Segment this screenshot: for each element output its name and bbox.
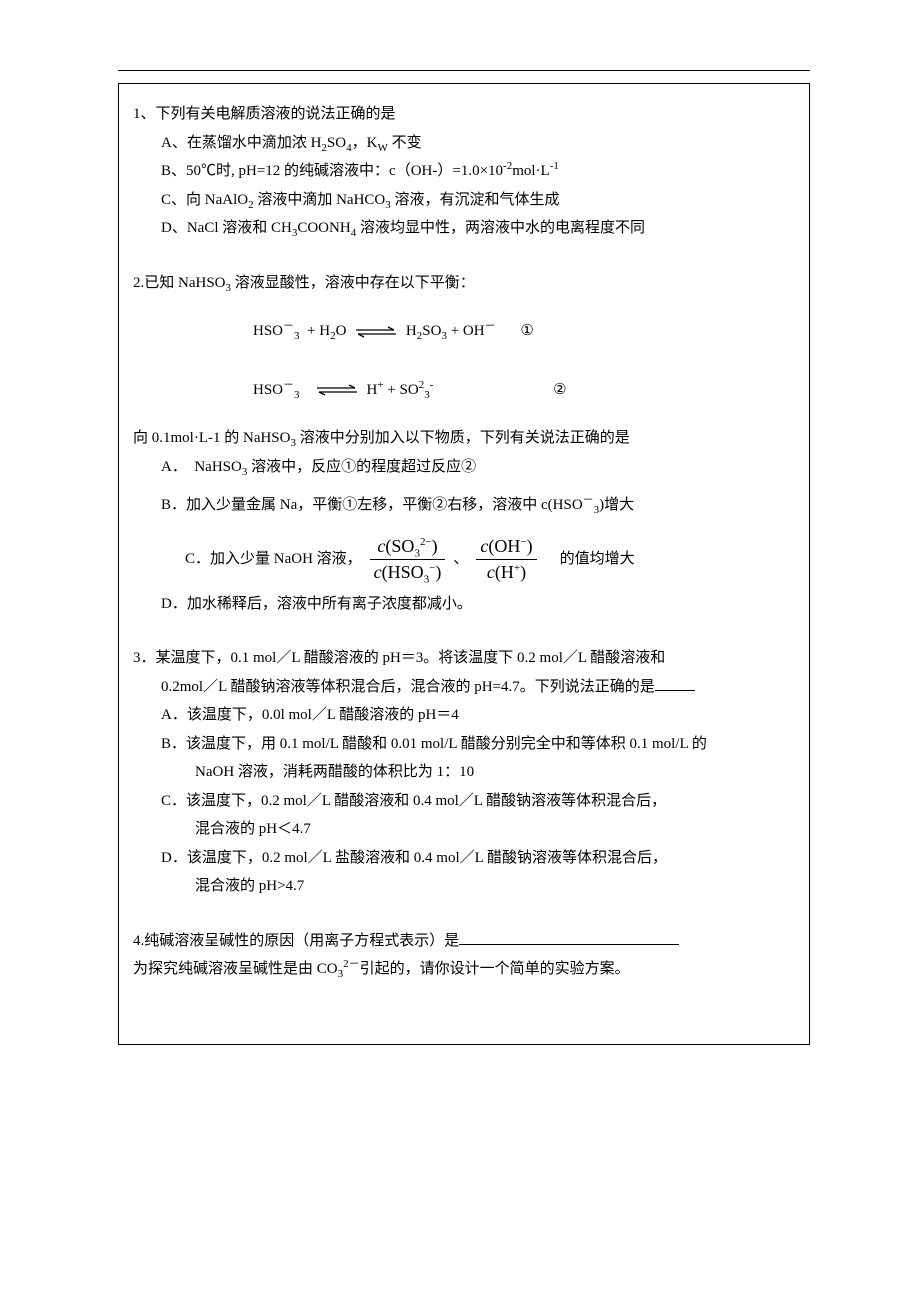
q3-option-b-1: B．该温度下，用 0.1 mol/L 醋酸和 0.01 mol/L 醋酸分别完全… — [133, 730, 795, 759]
equilibrium-arrow-icon — [354, 325, 398, 339]
q2-option-b: B．加入少量金属 Na，平衡①左移，平衡②右移，溶液中 c(HSO－3)增大 — [133, 491, 795, 520]
q3-option-d-1: D．该温度下，0.2 mol／L 盐酸溶液和 0.4 mol／L 醋酸钠溶液等体… — [133, 844, 795, 873]
q2-stem: 2.已知 NaHSO3 溶液显酸性，溶液中存在以下平衡： — [133, 269, 795, 298]
equilibrium-arrow-icon — [315, 383, 359, 397]
q3-option-d-2: 混合液的 pH>4.7 — [133, 872, 795, 901]
q3-option-b-2: NaOH 溶液，消耗两醋酸的体积比为 1：10 — [133, 758, 795, 787]
eq1-rhs: H2SO3 + OH－ — [406, 323, 496, 339]
eq2-rhs: H+ + SO23- — [367, 382, 434, 398]
q2-eq2: HSO－3 H+ + SO23- ② — [133, 376, 795, 405]
q2-eq1: HSO－3 + H2O H2SO3 + OH－ ① — [133, 317, 795, 346]
q3-option-a: A．该温度下，0.0l mol／L 醋酸溶液的 pH＝4 — [133, 701, 795, 730]
q4-blank — [459, 944, 679, 945]
q1-option-d: D、NaCl 溶液和 CH3COONH4 溶液均显中性，两溶液中水的电离程度不同 — [133, 214, 795, 243]
q2-c-prefix: C．加入少量 NaOH 溶液， — [185, 545, 362, 574]
eq2-number: ② — [551, 376, 569, 405]
content-box: 1、下列有关电解质溶液的说法正确的是 A、在蒸馏水中滴加浓 H2SO4，KW 不… — [118, 83, 810, 1045]
q2-option-c: C．加入少量 NaOH 溶液， c(SO32−) c(HSO3−) 、 c(OH… — [133, 534, 795, 586]
q2-option-d: D．加水稀释后，溶液中所有离子浓度都减小。 — [133, 590, 795, 619]
q2-c-sep: 、 — [453, 545, 468, 574]
q2-line2: 向 0.1mol·L-1 的 NaHSO3 溶液中分别加入以下物质，下列有关说法… — [133, 424, 795, 453]
q1-option-b: B、50℃时, pH=12 的纯碱溶液中：c（OH-）=1.0×10-2mol·… — [133, 157, 795, 186]
q1-option-c: C、向 NaAlO2 溶液中滴加 NaHCO3 溶液，有沉淀和气体生成 — [133, 186, 795, 215]
page: 1、下列有关电解质溶液的说法正确的是 A、在蒸馏水中滴加浓 H2SO4，KW 不… — [0, 0, 920, 1302]
q4-line2: 为探究纯碱溶液呈碱性是由 CO32－引起的，请你设计一个简单的实验方案。 — [133, 955, 795, 984]
q4-line1-text: 4.纯碱溶液呈碱性的原因（用离子方程式表示）是 — [133, 933, 459, 949]
q3-stem-2: 0.2mol／L 醋酸钠溶液等体积混合后，混合液的 pH=4.7。下列说法正确的… — [133, 673, 795, 702]
q3-stem-2-text: 0.2mol／L 醋酸钠溶液等体积混合后，混合液的 pH=4.7。下列说法正确的… — [161, 679, 655, 695]
q1-stem: 1、下列有关电解质溶液的说法正确的是 — [133, 100, 795, 129]
q2-c-suffix: 的值均增大 — [545, 545, 635, 574]
fraction-2: c(OH−) c(H+) — [474, 534, 538, 586]
eq1-number: ① — [518, 317, 536, 346]
q4-line1: 4.纯碱溶液呈碱性的原因（用离子方程式表示）是 — [133, 927, 795, 956]
fraction-1: c(SO32−) c(HSO3−) — [368, 534, 448, 586]
top-rule — [118, 70, 810, 71]
q3-stem-1: 3．某温度下，0.1 mol／L 醋酸溶液的 pH＝3。将该温度下 0.2 mo… — [133, 644, 795, 673]
q2-option-a: A． NaHSO3 溶液中，反应①的程度超过反应② — [133, 453, 795, 482]
q3-blank — [655, 690, 695, 691]
eq2-lhs: HSO－3 — [253, 382, 300, 398]
eq1-lhs: HSO－3 + H2O — [253, 323, 346, 339]
q3-option-c-1: C．该温度下，0.2 mol／L 醋酸溶液和 0.4 mol／L 醋酸钠溶液等体… — [133, 787, 795, 816]
q3-option-c-2: 混合液的 pH＜4.7 — [133, 815, 795, 844]
q1-option-a: A、在蒸馏水中滴加浓 H2SO4，KW 不变 — [133, 129, 795, 158]
